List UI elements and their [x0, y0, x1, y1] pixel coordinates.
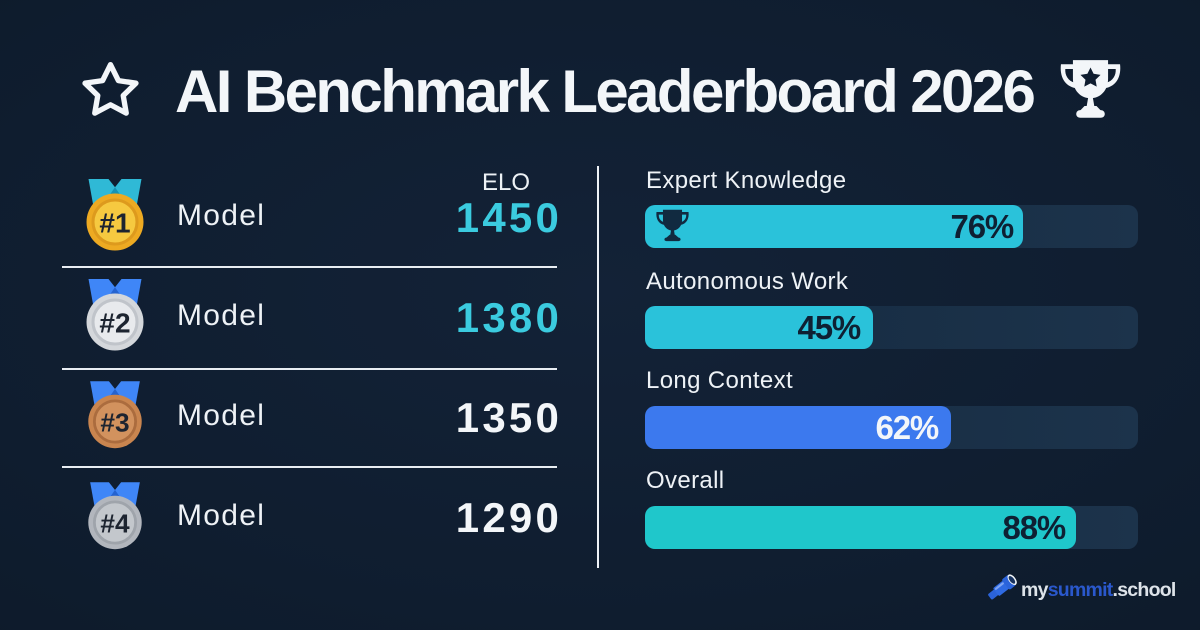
svg-text:#1: #1 — [99, 208, 130, 239]
svg-text:#3: #3 — [100, 407, 129, 437]
svg-text:#4: #4 — [100, 508, 130, 538]
svg-text:#2: #2 — [99, 308, 130, 339]
